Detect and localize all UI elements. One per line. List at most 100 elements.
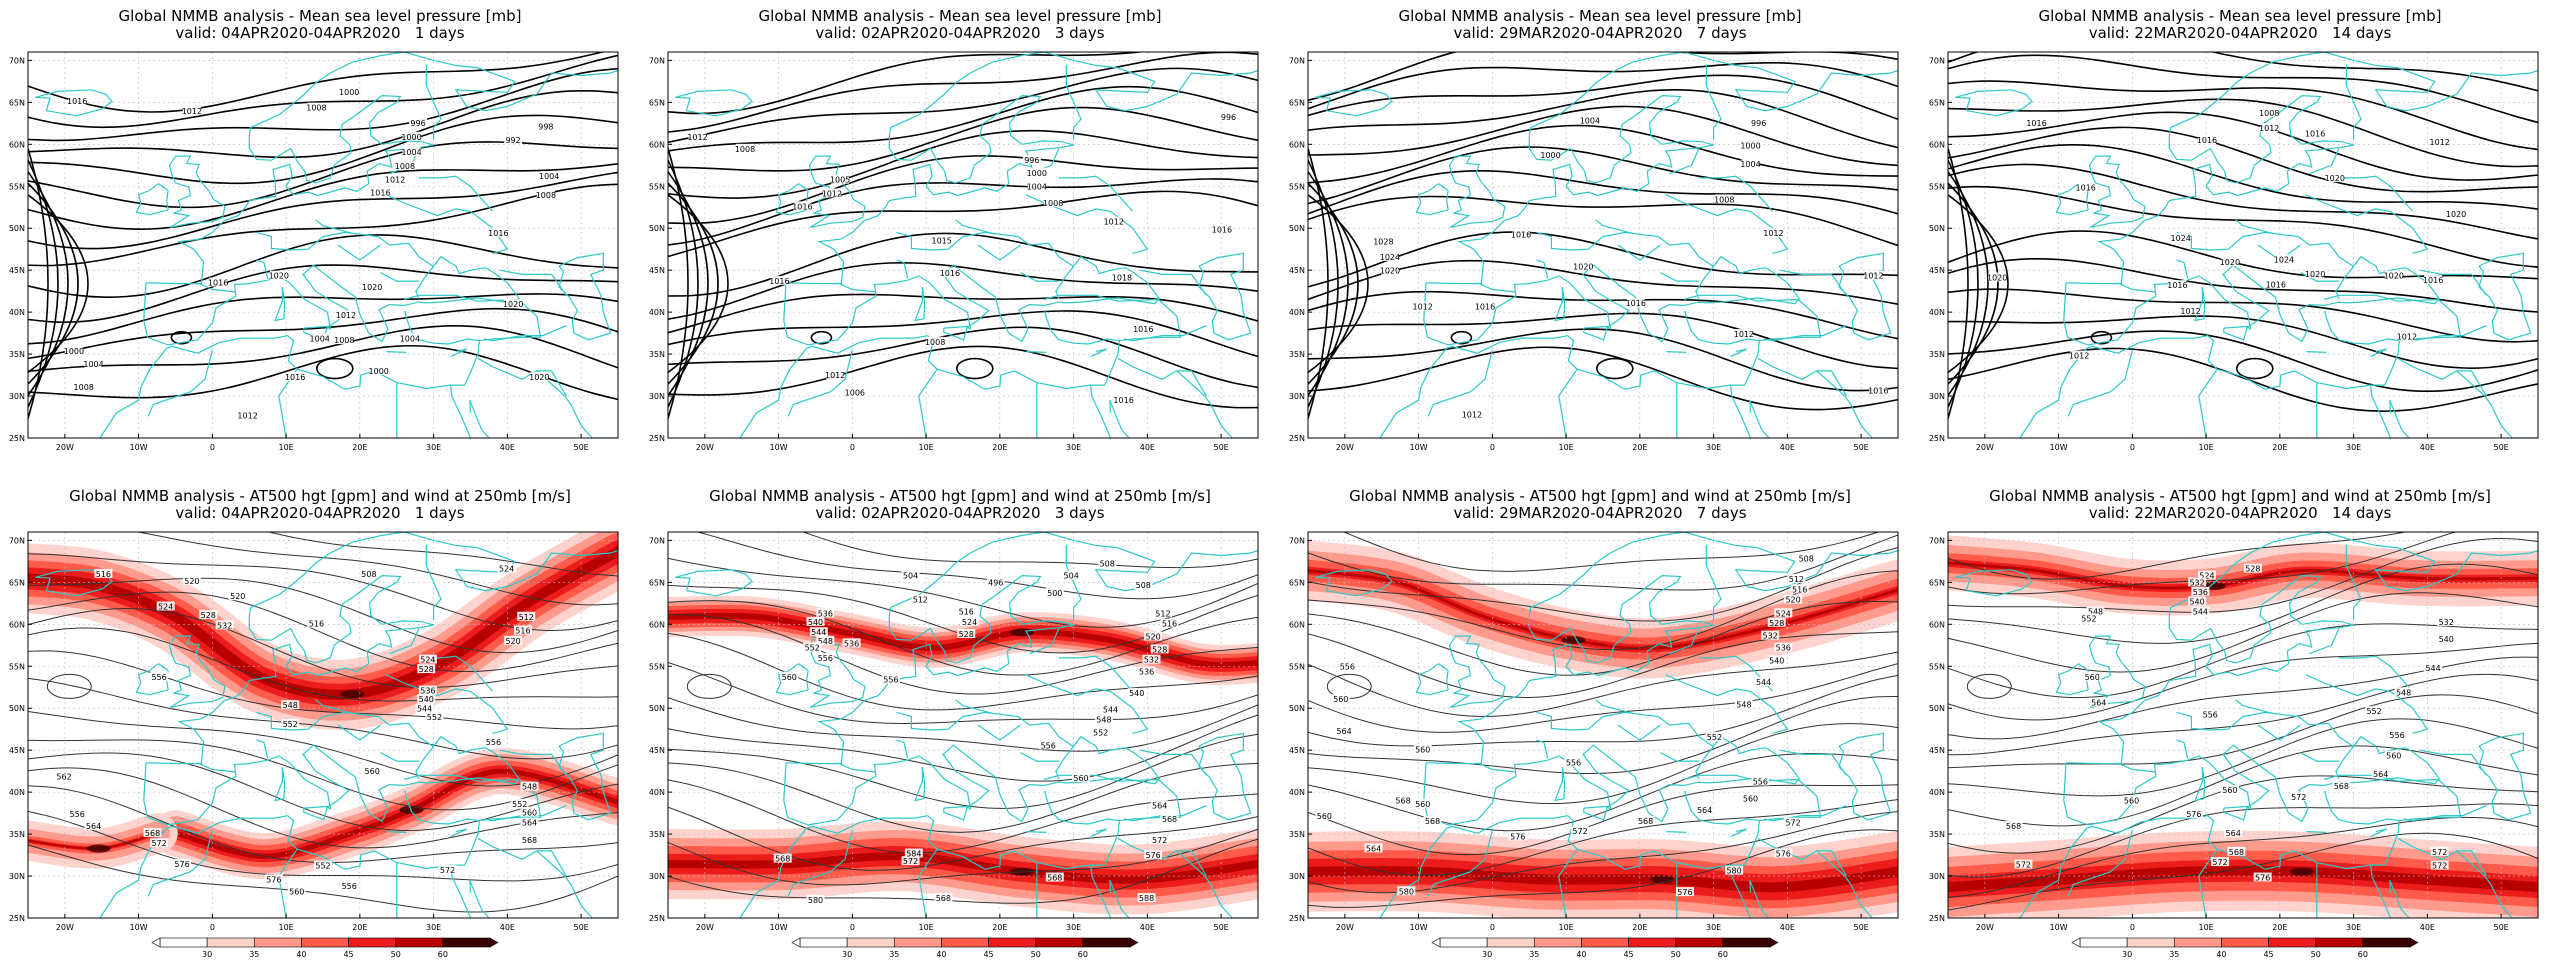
contour-label: 516 <box>309 620 324 629</box>
colorbar-label: 30 <box>1482 950 1492 959</box>
contour-label: 1012 <box>237 412 257 421</box>
lat-tick-label: 50N <box>9 704 25 713</box>
plot-frame <box>27 531 619 919</box>
contour-label: 1020 <box>2305 270 2325 279</box>
contour-label: 568 <box>936 894 951 903</box>
lat-tick-label: 25N <box>1929 434 1945 443</box>
colorbar-swatch <box>1675 937 1724 948</box>
lat-tick-label: 60N <box>649 140 665 149</box>
lat-tick-label: 45N <box>9 266 25 275</box>
contour-label: 556 <box>1566 759 1581 768</box>
plot-frame <box>1947 531 2539 919</box>
map-panel: Global NMMB analysis - AT500 hgt [gpm] a… <box>640 480 1280 960</box>
lat-tick-label: 35N <box>649 830 665 839</box>
contour-label: 564 <box>522 819 537 828</box>
lon-tick-label: 0 <box>850 923 855 932</box>
lon-tick-label: 0 <box>210 443 215 452</box>
contour-label: 1016 <box>1212 225 1232 234</box>
contour-label: 556 <box>342 882 357 891</box>
contour-label: 1008 <box>1043 199 1063 208</box>
colorbar-label: 35 <box>889 950 899 959</box>
panel-valid-range: valid: 22MAR2020-04APR2020 14 days <box>2088 504 2392 522</box>
map-plot: 1016 1012 1008 1016 1016 1012 1016 1020 1020 1024… <box>1929 51 2539 452</box>
contour-label: 1016 <box>940 269 960 278</box>
lon-tick-label: 40E <box>500 923 515 932</box>
colorbar-label: 45 <box>983 950 993 959</box>
contour-label: 568 <box>1425 817 1440 826</box>
lat-tick-label: 50N <box>1929 224 1945 233</box>
contour-label: 1016 <box>1511 231 1531 240</box>
lon-tick-label: 30E <box>1066 443 1081 452</box>
map-panel: Global NMMB analysis - AT500 hgt [gpm] a… <box>0 480 640 960</box>
lat-tick-label: 65N <box>9 98 25 107</box>
plot-frame <box>27 51 619 439</box>
contour-label: 568 <box>775 855 790 864</box>
contour-label: 1016 <box>1475 303 1495 312</box>
contour-label: 560 <box>1415 800 1430 809</box>
map-plot: 1012100810051012101699610001004100810121… <box>649 51 1259 452</box>
lon-tick-label: 10W <box>770 923 788 932</box>
map-panel: Global NMMB analysis - Mean sea level pr… <box>1920 0 2560 480</box>
contour-label: 528 <box>2245 565 2260 574</box>
lon-tick-label: 10W <box>1410 923 1428 932</box>
contour-label: 560 <box>1073 774 1088 783</box>
contour-label: 524 <box>962 618 977 627</box>
contour-label: 996 <box>410 119 425 128</box>
contour-label: 1012 <box>825 371 845 380</box>
coastlines <box>675 52 1258 438</box>
contour-label: 516 <box>959 608 974 617</box>
colorbar-swatch <box>2362 937 2411 948</box>
colorbar-swatch <box>1581 937 1629 948</box>
contour-label: 1012 <box>2069 352 2089 361</box>
lat-tick-label: 35N <box>1929 350 1945 359</box>
lat-tick-label: 50N <box>1289 704 1305 713</box>
contour-label: 1012 <box>822 189 842 198</box>
lon-tick-label: 20W <box>696 443 714 452</box>
contour-lines <box>1308 52 1898 419</box>
colorbar: 30 35 40 45 50 60 <box>1431 937 1779 959</box>
colorbar-label: 30 <box>202 950 212 959</box>
map-panel: Global NMMB analysis - AT500 hgt [gpm] a… <box>1920 480 2560 960</box>
contour-label: 576 <box>2186 810 2201 819</box>
lat-tick-label: 55N <box>649 182 665 191</box>
contour-label: 1012 <box>385 176 405 185</box>
lon-tick-label: 20E <box>2272 443 2287 452</box>
contour-label: 560 <box>2222 786 2237 795</box>
contour-label: 580 <box>1726 867 1741 876</box>
colorbar-label: 40 <box>936 950 946 959</box>
coastlines <box>675 532 1258 918</box>
contour-label: 1012 <box>687 133 707 142</box>
lat-tick-label: 65N <box>649 578 665 587</box>
lat-tick-label: 45N <box>1289 746 1305 755</box>
contour-label: 568 <box>1162 815 1177 824</box>
colorbar: 30 35 40 45 50 60 <box>151 937 499 959</box>
contour-label: 552 <box>1093 729 1108 738</box>
lat-tick-label: 65N <box>9 578 25 587</box>
contour-label: 556 <box>883 675 898 684</box>
contour-label: 1016 <box>1626 299 1646 308</box>
lon-tick-label: 0 <box>850 443 855 452</box>
contour-label: 998 <box>538 122 553 131</box>
contour-label: 1020 <box>362 283 382 292</box>
panel-title: Global NMMB analysis - Mean sea level pr… <box>758 7 1162 25</box>
contour-label: 508 <box>361 570 376 579</box>
lon-tick-label: 20W <box>1976 443 1994 452</box>
lat-tick-label: 25N <box>1289 914 1305 923</box>
contour-label: 1012 <box>1863 272 1883 281</box>
panel-title: Global NMMB analysis - Mean sea level pr… <box>2038 7 2442 25</box>
contour-label: 1020 <box>1987 273 2007 282</box>
lon-tick-label: 10E <box>1559 443 1574 452</box>
contour-label: 512 <box>1155 609 1170 618</box>
lon-tick-label: 10E <box>1559 923 1574 932</box>
contour-label: 560 <box>1415 746 1430 755</box>
lat-tick-label: 50N <box>649 224 665 233</box>
contour-label: 1000 <box>1540 151 1560 160</box>
contour-label: 584 <box>906 850 921 859</box>
contour-label: 524 <box>158 602 173 611</box>
contour-label: 500 <box>1047 589 1062 598</box>
lon-tick-label: 10W <box>770 443 788 452</box>
map-panel: Global NMMB analysis - AT500 hgt [gpm] a… <box>1280 480 1920 960</box>
lon-tick-label: 20W <box>696 923 714 932</box>
panel-title: Global NMMB analysis - AT500 hgt [gpm] a… <box>69 487 571 505</box>
